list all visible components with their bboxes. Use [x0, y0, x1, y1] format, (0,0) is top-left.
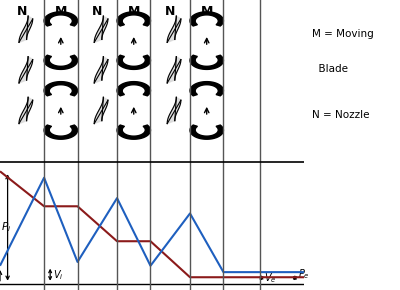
Text: N: N — [17, 5, 27, 18]
Text: M: M — [200, 5, 213, 18]
Text: $V_e$: $V_e$ — [264, 271, 277, 285]
Polygon shape — [190, 82, 224, 96]
Polygon shape — [19, 97, 33, 124]
Text: $V_i$: $V_i$ — [53, 268, 64, 282]
Text: $P_i$: $P_i$ — [1, 221, 11, 234]
Polygon shape — [94, 57, 108, 83]
Polygon shape — [117, 12, 150, 26]
Polygon shape — [190, 55, 224, 69]
Polygon shape — [117, 55, 150, 69]
Polygon shape — [19, 16, 33, 42]
Polygon shape — [117, 125, 150, 139]
Text: M: M — [55, 5, 67, 18]
Polygon shape — [167, 16, 181, 42]
Polygon shape — [44, 55, 78, 69]
Text: N = Nozzle: N = Nozzle — [312, 110, 370, 120]
Polygon shape — [19, 57, 33, 83]
Polygon shape — [94, 97, 108, 124]
Polygon shape — [190, 125, 224, 139]
Text: M = Moving: M = Moving — [312, 29, 374, 39]
Polygon shape — [94, 16, 108, 42]
Polygon shape — [44, 12, 78, 26]
Polygon shape — [44, 125, 78, 139]
Polygon shape — [167, 57, 181, 83]
Polygon shape — [44, 82, 78, 96]
Polygon shape — [190, 12, 224, 26]
Text: M: M — [128, 5, 140, 18]
Text: N: N — [165, 5, 176, 18]
Text: Blade: Blade — [312, 64, 348, 74]
Text: $P_e$: $P_e$ — [298, 267, 310, 281]
Text: N: N — [92, 5, 102, 18]
Polygon shape — [167, 97, 181, 124]
Polygon shape — [117, 82, 150, 96]
